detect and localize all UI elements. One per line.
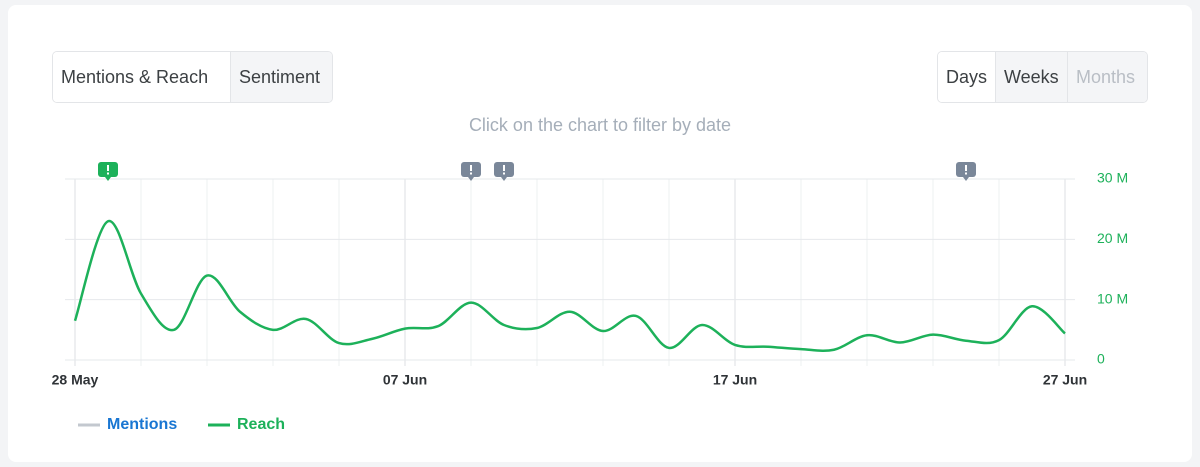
y-tick-label: 30 M (1097, 170, 1128, 186)
line (73, 219, 1066, 352)
marker-icon (107, 172, 109, 175)
period-group: Days Weeks Months (937, 51, 1148, 103)
hint: Click on the chart to filter by date (468, 115, 732, 135)
marker-icon (470, 165, 472, 171)
x-tick-label: 27 Jun (1043, 372, 1087, 388)
period-button[interactable]: Months (1067, 52, 1147, 102)
event-marker (461, 162, 481, 181)
event-marker (98, 162, 118, 181)
x-tick-label: 28 May (52, 372, 99, 388)
period-button[interactable]: Weeks (995, 52, 1067, 102)
y-tick-label: 10 M (1097, 290, 1128, 306)
tab[interactable]: Sentiment (230, 52, 332, 102)
tab[interactable]: Mentions & Reach (53, 52, 230, 102)
marker-pointer (468, 177, 474, 181)
legend-label: Reach (237, 416, 285, 433)
marker-pointer (105, 177, 111, 181)
marker-icon (965, 172, 967, 175)
legend-label: Mentions (107, 416, 177, 433)
period-button[interactable]: Days (938, 52, 995, 102)
marker-icon (107, 165, 109, 171)
tab-group: Mentions & Reach Sentiment (52, 51, 333, 103)
marker-icon (470, 172, 472, 175)
x-tick-label: 17 Jun (713, 372, 757, 388)
x-tick-label: 07 Jun (383, 372, 427, 388)
marker-icon (503, 172, 505, 175)
y-tick-label: 20 M (1097, 230, 1128, 246)
marker-pointer (963, 177, 969, 181)
event-marker (494, 162, 514, 181)
y-tick-label: 0 (1097, 351, 1105, 367)
event-marker (956, 162, 976, 181)
marker-pointer (501, 177, 507, 181)
card: Mentions & Reach Sentiment Days Weeks Mo… (8, 5, 1192, 462)
marker-icon (503, 165, 505, 171)
marker-icon (965, 165, 967, 171)
